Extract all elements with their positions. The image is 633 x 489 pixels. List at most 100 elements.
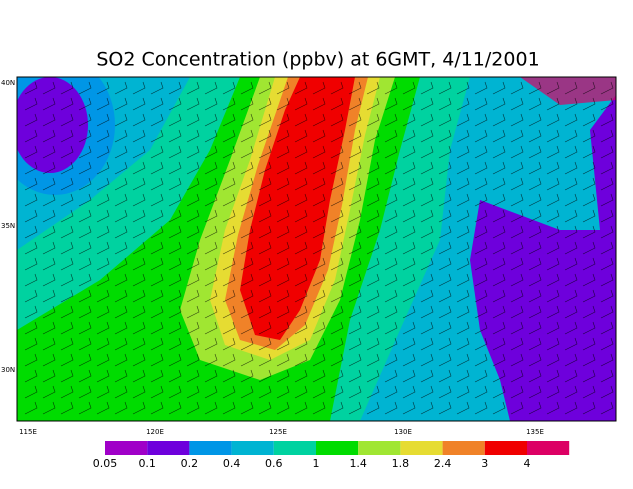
wind-barb [42, 177, 56, 191]
wind-barb [240, 289, 254, 303]
wind-barbs [24, 81, 614, 415]
wind-barb [24, 401, 38, 415]
wind-barb [240, 225, 254, 239]
wind-barb [204, 385, 218, 399]
wind-barb [276, 97, 290, 111]
wind-barb [24, 129, 38, 143]
wind-barb [24, 369, 38, 383]
wind-barb [96, 273, 110, 287]
wind-barb [60, 289, 74, 303]
wind-barb [384, 161, 398, 175]
wind-barb [78, 241, 92, 255]
wind-barb [510, 401, 524, 415]
wind-barb [258, 177, 272, 191]
wind-barb [150, 241, 164, 255]
colorbar-label: 0.1 [138, 457, 156, 470]
wind-barb [366, 305, 380, 319]
wind-barb [564, 193, 578, 207]
wind-barb [402, 257, 416, 271]
wind-barb [96, 353, 110, 367]
wind-barb [456, 257, 470, 271]
wind-barb [114, 273, 128, 287]
wind-barb [150, 321, 164, 335]
wind-barb [78, 113, 92, 127]
wind-barb [474, 353, 488, 367]
wind-barb [312, 353, 326, 367]
wind-barb [60, 385, 74, 399]
wind-barb [132, 257, 146, 271]
colorbar-label: 0.05 [93, 457, 118, 470]
wind-barb [240, 401, 254, 415]
wind-barb [114, 209, 128, 223]
wind-barb [204, 177, 218, 191]
wind-barb [582, 113, 596, 127]
wind-barb [186, 289, 200, 303]
wind-barb [168, 145, 182, 159]
wind-barb [528, 241, 542, 255]
wind-barb [60, 401, 74, 415]
wind-barb [132, 113, 146, 127]
wind-barb [258, 321, 272, 335]
wind-barb [600, 273, 614, 287]
wind-barb [150, 161, 164, 175]
wind-barb [132, 273, 146, 287]
wind-barb [24, 257, 38, 271]
wind-barb [24, 97, 38, 111]
wind-barb [78, 305, 92, 319]
wind-barb [186, 81, 200, 95]
wind-barb [600, 161, 614, 175]
wind-barb [294, 257, 308, 271]
wind-barb [78, 177, 92, 191]
wind-barb [240, 161, 254, 175]
wind-barb [402, 321, 416, 335]
wind-barb [312, 177, 326, 191]
wind-barb [420, 369, 434, 383]
wind-barb [456, 81, 470, 95]
wind-barb [168, 401, 182, 415]
wind-barb [150, 385, 164, 399]
wind-barb [366, 369, 380, 383]
wind-barb [420, 337, 434, 351]
wind-barb [492, 161, 506, 175]
wind-barb [276, 369, 290, 383]
wind-barb [510, 97, 524, 111]
wind-barb [240, 113, 254, 127]
wind-barb [168, 161, 182, 175]
wind-barb [114, 177, 128, 191]
wind-barb [582, 401, 596, 415]
wind-barb [186, 193, 200, 207]
wind-barb [348, 161, 362, 175]
wind-barb [420, 113, 434, 127]
wind-barb [258, 209, 272, 223]
colorbar-swatch [442, 441, 485, 455]
wind-barb [222, 161, 236, 175]
wind-barb [492, 305, 506, 319]
wind-barb [384, 209, 398, 223]
wind-barb [294, 209, 308, 223]
wind-barb [132, 401, 146, 415]
wind-barb [42, 129, 56, 143]
wind-barb [240, 337, 254, 351]
wind-barb [474, 193, 488, 207]
wind-barb [330, 241, 344, 255]
wind-barb [330, 113, 344, 127]
wind-barb [204, 401, 218, 415]
wind-barb [42, 113, 56, 127]
wind-barb [186, 145, 200, 159]
wind-barb [96, 241, 110, 255]
wind-barb [420, 225, 434, 239]
wind-barb [402, 353, 416, 367]
wind-barb [294, 289, 308, 303]
wind-barb [582, 337, 596, 351]
wind-barb [24, 225, 38, 239]
wind-barb [276, 273, 290, 287]
wind-barb [330, 273, 344, 287]
wind-barb [366, 241, 380, 255]
wind-barb [510, 353, 524, 367]
wind-barb [114, 353, 128, 367]
wind-barb [492, 321, 506, 335]
wind-barb [402, 273, 416, 287]
wind-barb [114, 385, 128, 399]
wind-barb [546, 337, 560, 351]
wind-barb [312, 193, 326, 207]
